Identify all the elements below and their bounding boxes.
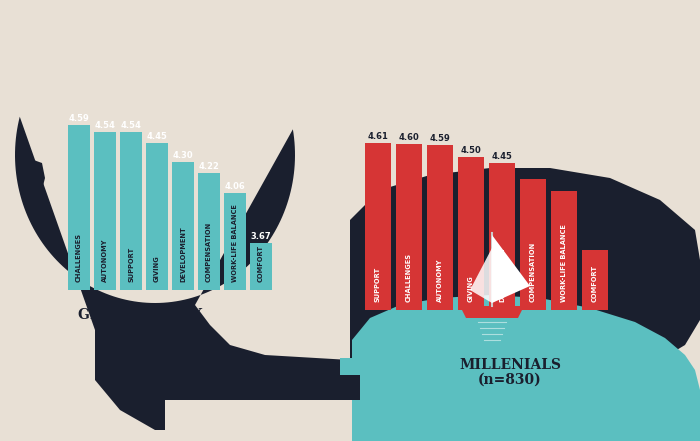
Polygon shape xyxy=(165,360,360,400)
Polygon shape xyxy=(340,358,365,375)
Polygon shape xyxy=(460,306,524,318)
Polygon shape xyxy=(470,248,492,303)
Text: 3.67: 3.67 xyxy=(251,232,272,241)
Text: 4.33: 4.33 xyxy=(523,168,543,176)
Text: 4.22: 4.22 xyxy=(199,161,219,171)
Polygon shape xyxy=(20,158,45,195)
Bar xyxy=(120,132,142,290)
Bar xyxy=(396,144,422,310)
Text: (n=424): (n=424) xyxy=(108,323,172,337)
Text: GIVING: GIVING xyxy=(468,275,474,302)
Bar xyxy=(94,132,116,290)
Text: 4.59: 4.59 xyxy=(430,135,450,143)
Bar xyxy=(146,143,168,290)
Text: CHALLENGES: CHALLENGES xyxy=(406,253,412,302)
Text: 4.06: 4.06 xyxy=(225,182,246,191)
Text: COMFORT: COMFORT xyxy=(592,265,598,302)
Text: COMPENSATION: COMPENSATION xyxy=(530,242,536,302)
Bar xyxy=(198,172,220,290)
Text: 4.50: 4.50 xyxy=(461,146,482,155)
Text: WORK-LIFE BALANCE: WORK-LIFE BALANCE xyxy=(561,224,567,302)
Text: 4.30: 4.30 xyxy=(173,151,193,161)
Polygon shape xyxy=(492,235,530,303)
Text: GIVING: GIVING xyxy=(154,255,160,282)
Text: GENERATION X: GENERATION X xyxy=(78,308,202,322)
Bar xyxy=(551,191,577,310)
Text: SUPPORT: SUPPORT xyxy=(128,247,134,282)
Bar xyxy=(172,162,194,290)
Bar xyxy=(224,193,246,290)
Text: 4.54: 4.54 xyxy=(120,121,141,130)
Text: SUPPORT: SUPPORT xyxy=(375,267,381,302)
Bar xyxy=(489,163,515,310)
Bar xyxy=(582,250,608,310)
Text: AUTONOMY: AUTONOMY xyxy=(437,258,443,302)
Text: 4.23: 4.23 xyxy=(554,180,575,189)
Polygon shape xyxy=(15,117,350,430)
Text: 4.54: 4.54 xyxy=(94,121,116,130)
Text: (n=830): (n=830) xyxy=(478,373,542,387)
Text: AUTONOMY: AUTONOMY xyxy=(102,239,108,282)
Text: COMPENSATION: COMPENSATION xyxy=(206,222,212,282)
Bar xyxy=(427,146,453,310)
Text: 4.45: 4.45 xyxy=(146,132,167,141)
Text: 4.45: 4.45 xyxy=(491,152,512,161)
Text: 4.61: 4.61 xyxy=(368,132,388,141)
Text: COMFORT: COMFORT xyxy=(258,245,264,282)
Text: MILLENIALS: MILLENIALS xyxy=(459,358,561,372)
Polygon shape xyxy=(352,295,700,441)
Text: 3.77: 3.77 xyxy=(584,239,606,248)
Bar xyxy=(458,157,484,310)
Text: 4.60: 4.60 xyxy=(398,133,419,142)
Text: WORK-LIFE BALANCE: WORK-LIFE BALANCE xyxy=(232,204,238,282)
Text: DEVELOPMENT: DEVELOPMENT xyxy=(499,246,505,302)
Bar xyxy=(365,143,391,310)
Text: CHALLENGES: CHALLENGES xyxy=(76,233,82,282)
Bar xyxy=(68,125,90,290)
Bar xyxy=(520,179,546,310)
Bar xyxy=(250,243,272,290)
Text: DEVELOPMENT: DEVELOPMENT xyxy=(180,226,186,282)
Polygon shape xyxy=(350,168,700,380)
Text: 4.59: 4.59 xyxy=(69,114,90,123)
